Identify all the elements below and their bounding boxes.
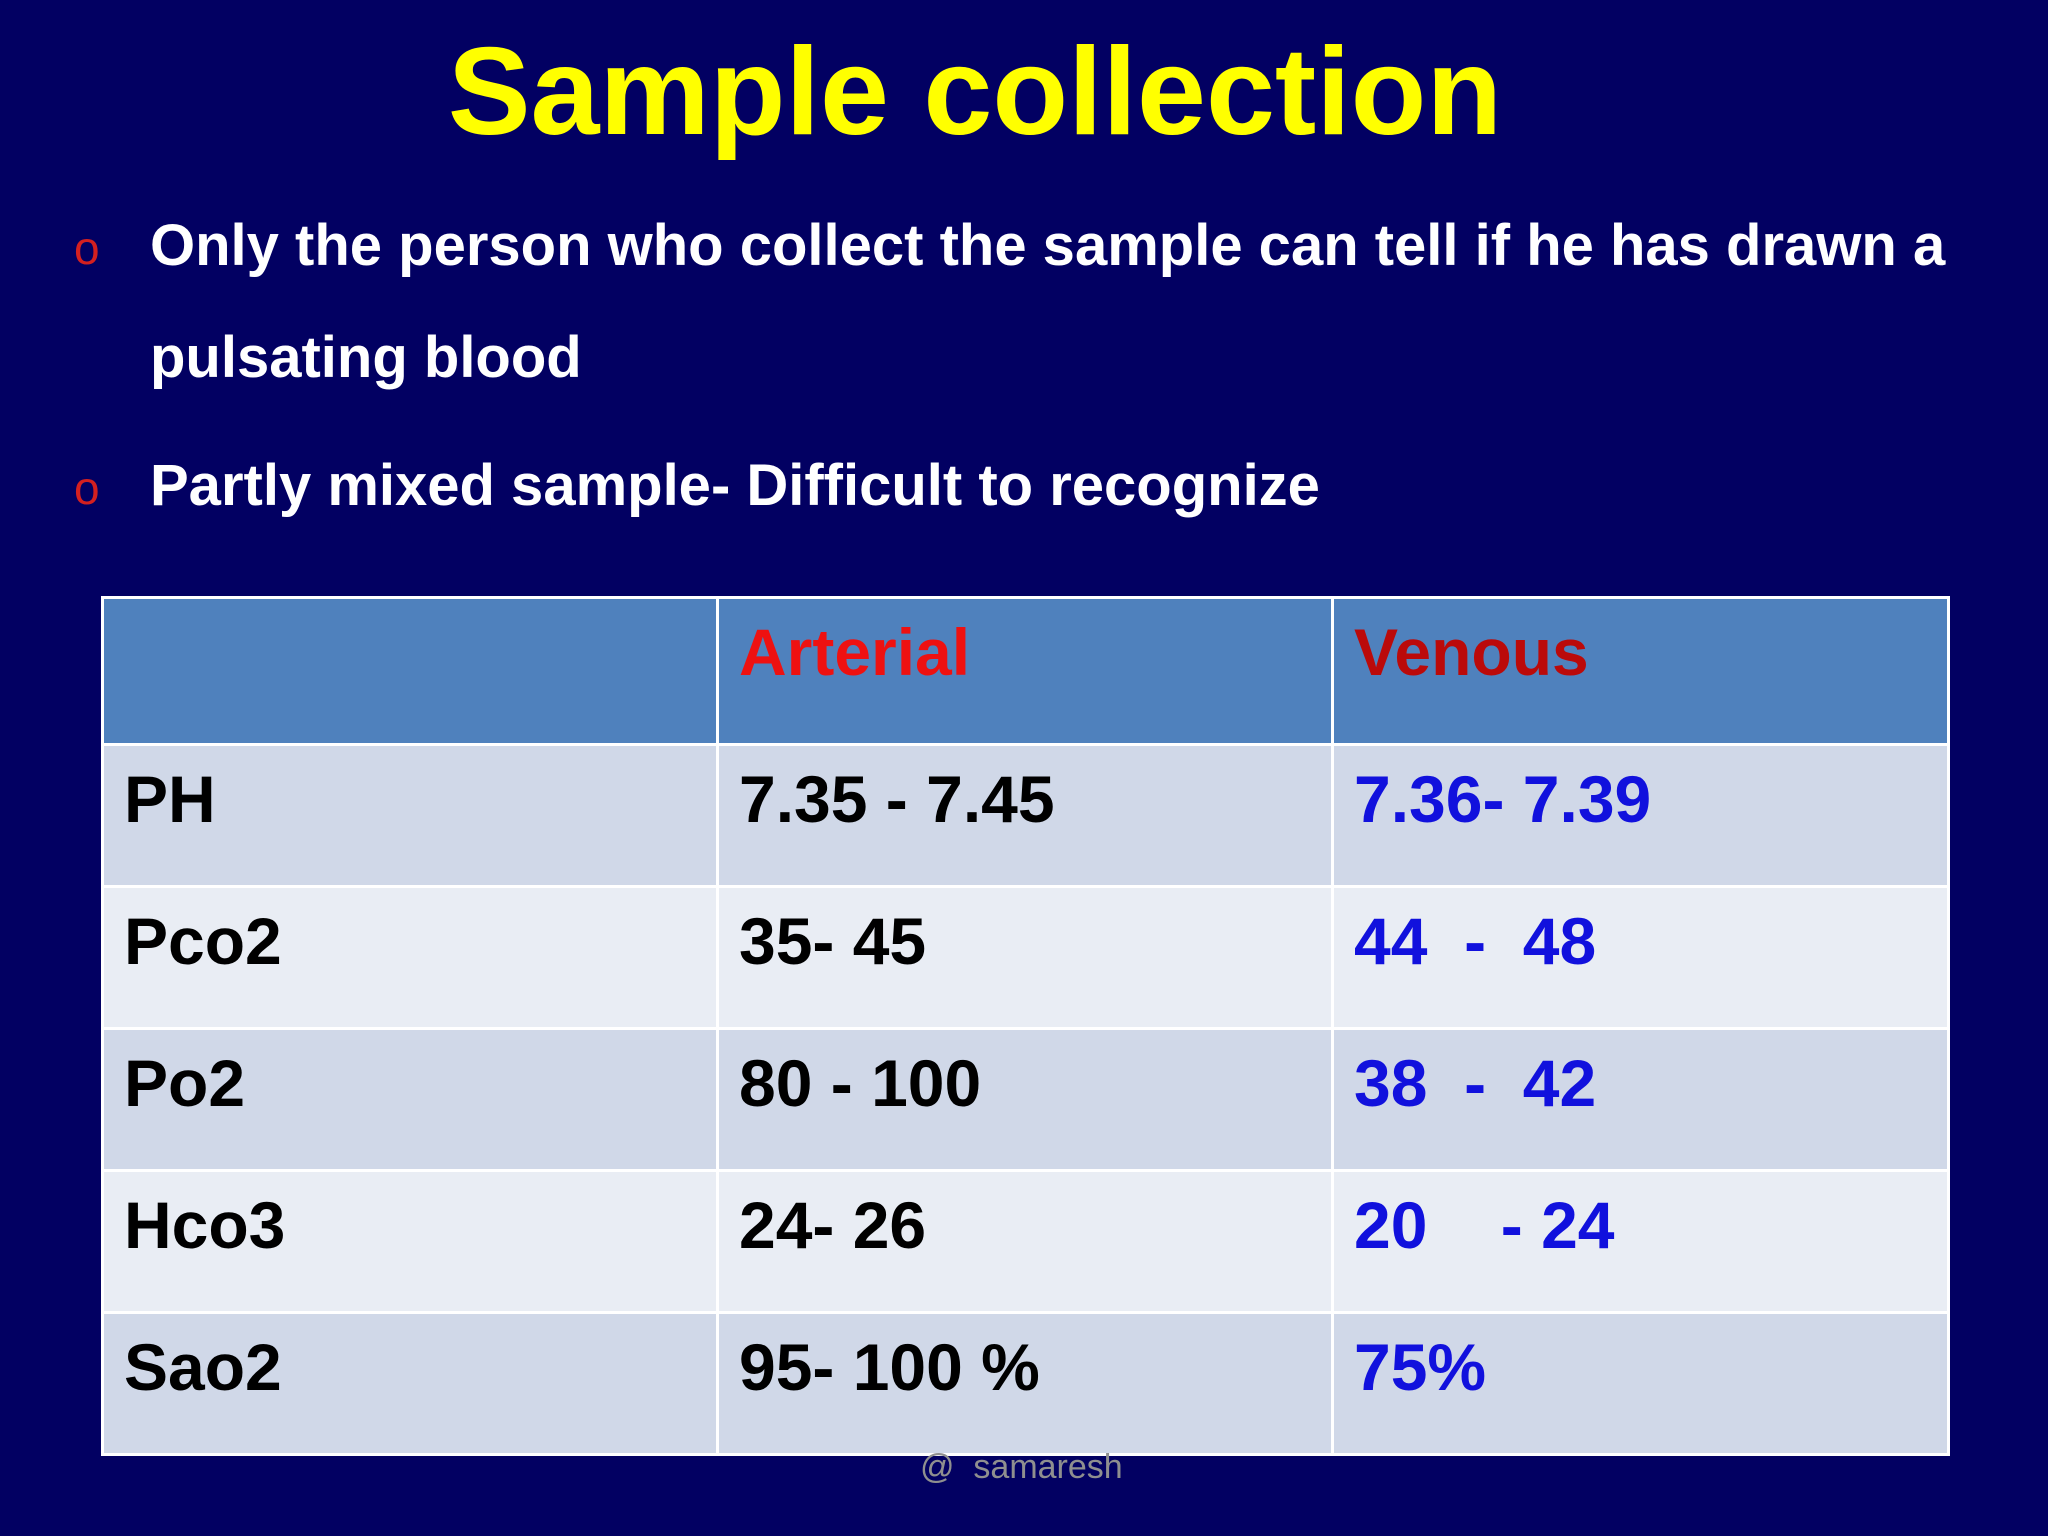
arterial-value: 7.35 - 7.45 bbox=[716, 743, 1334, 888]
table-row: Hco3 24- 26 20 - 24 bbox=[101, 1169, 1950, 1314]
venous-value: 38 - 42 bbox=[1331, 1027, 1950, 1172]
table-header-row: Arterial Venous bbox=[101, 596, 1950, 746]
bullet-marker-icon: o bbox=[74, 462, 100, 514]
slide-title: Sample collection bbox=[447, 23, 1503, 161]
header-arterial: Arterial bbox=[716, 596, 1334, 746]
table-row: Pco2 35- 45 44 - 48 bbox=[101, 885, 1950, 1030]
arterial-value: 35- 45 bbox=[716, 885, 1334, 1030]
venous-value: 44 - 48 bbox=[1331, 885, 1950, 1030]
row-label: Pco2 bbox=[101, 885, 719, 1030]
header-venous: Venous bbox=[1331, 596, 1950, 746]
table-row: Po2 80 - 100 38 - 42 bbox=[101, 1027, 1950, 1172]
venous-value: 7.36- 7.39 bbox=[1331, 743, 1950, 888]
bullet-text-2: Partly mixed sample- Difficult to recogn… bbox=[150, 453, 1320, 518]
row-label: Sao2 bbox=[101, 1311, 719, 1456]
arterial-value: 24- 26 bbox=[716, 1169, 1334, 1314]
venous-value: 75% bbox=[1331, 1311, 1950, 1456]
row-label: PH bbox=[101, 743, 719, 888]
table-row: PH 7.35 - 7.45 7.36- 7.39 bbox=[101, 743, 1950, 888]
header-empty-cell bbox=[101, 596, 719, 746]
venous-value: 20 - 24 bbox=[1331, 1169, 1950, 1314]
table-row: Sao2 95- 100 % 75% bbox=[101, 1311, 1950, 1456]
bullet-text-1: Only the person who collect the sample c… bbox=[150, 213, 1946, 390]
arterial-value: 80 - 100 bbox=[716, 1027, 1334, 1172]
row-label: Po2 bbox=[101, 1027, 719, 1172]
blood-gas-table: Arterial Venous PH 7.35 - 7.45 7.36- 7.3… bbox=[101, 596, 1950, 1456]
arterial-value: 95- 100 % bbox=[716, 1311, 1334, 1456]
bullet-marker-icon: o bbox=[74, 222, 100, 274]
watermark: @ samaresh bbox=[920, 1448, 1123, 1486]
row-label: Hco3 bbox=[101, 1169, 719, 1314]
